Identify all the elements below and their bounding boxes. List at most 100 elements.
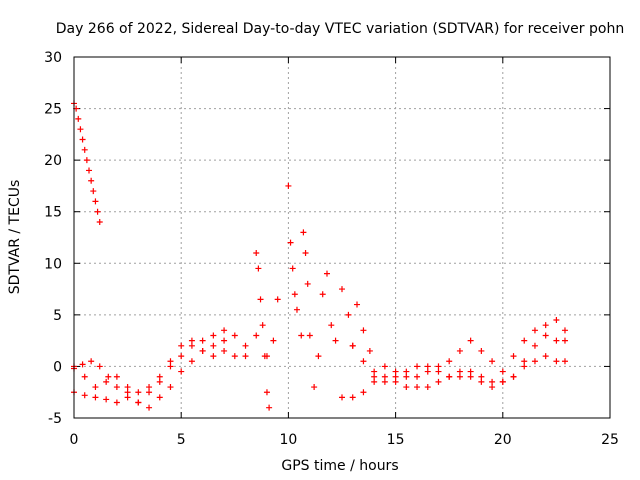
data-point xyxy=(156,378,163,385)
data-point xyxy=(371,373,378,380)
data-point xyxy=(339,286,345,293)
data-point xyxy=(366,347,373,354)
data-point xyxy=(178,368,185,375)
data-point xyxy=(146,384,153,391)
data-point xyxy=(255,265,262,272)
data-point xyxy=(392,373,399,380)
data-point xyxy=(553,358,560,365)
data-point xyxy=(178,342,185,349)
data-point xyxy=(221,327,228,334)
data-point xyxy=(270,337,277,344)
x-axis-label: GPS time / hours xyxy=(281,458,398,474)
grid-lines xyxy=(74,57,610,418)
data-point xyxy=(92,384,99,391)
data-point xyxy=(287,239,294,246)
data-point xyxy=(403,384,410,391)
data-point xyxy=(424,363,431,370)
chart-title: Day 266 of 2022, Sidereal Day-to-day VTE… xyxy=(56,21,624,37)
data-point xyxy=(414,373,421,380)
data-point xyxy=(414,384,421,391)
data-point xyxy=(435,368,442,375)
data-point xyxy=(88,358,95,365)
data-point xyxy=(561,358,568,365)
data-point xyxy=(167,384,174,391)
data-point xyxy=(456,347,463,354)
data-point xyxy=(75,115,82,122)
data-point xyxy=(332,337,339,344)
axis-ticks: 0 5 10 15 20 25 -5 0 5 10 15 20 25 30 xyxy=(44,50,619,448)
y-tick-label: 5 xyxy=(53,308,62,324)
series-track-b xyxy=(71,332,249,396)
data-point xyxy=(371,378,378,385)
data-point xyxy=(499,378,506,385)
data-point xyxy=(146,389,153,396)
data-point xyxy=(435,363,442,370)
data-point xyxy=(542,322,549,329)
data-point xyxy=(167,358,174,365)
data-point xyxy=(263,389,270,396)
y-tick-label: -5 xyxy=(48,411,62,427)
data-point xyxy=(328,322,335,329)
data-point xyxy=(83,157,90,164)
data-point xyxy=(306,332,313,339)
data-point xyxy=(156,373,163,380)
data-point xyxy=(113,399,120,406)
y-tick-label: 30 xyxy=(44,50,62,66)
data-point xyxy=(210,353,217,360)
data-point xyxy=(103,396,110,403)
data-point xyxy=(403,373,410,380)
data-point xyxy=(221,347,228,354)
data-point xyxy=(499,368,506,375)
data-point xyxy=(392,378,399,385)
data-point xyxy=(124,394,131,401)
data-point xyxy=(103,378,110,385)
data-point xyxy=(489,358,496,365)
data-point xyxy=(360,389,367,396)
data-point xyxy=(291,291,298,298)
data-point xyxy=(424,384,431,391)
data-point xyxy=(92,394,99,401)
data-point xyxy=(381,378,388,385)
y-tick-label: 15 xyxy=(44,205,62,221)
data-point xyxy=(456,373,463,380)
data-point xyxy=(510,353,517,360)
data-point xyxy=(467,368,474,375)
data-point xyxy=(381,373,388,380)
data-point xyxy=(349,394,356,401)
data-point xyxy=(242,353,249,360)
data-point xyxy=(96,219,103,226)
data-point xyxy=(446,373,453,380)
series-track-a xyxy=(71,332,270,411)
data-point xyxy=(274,296,281,303)
y-tick-label: 0 xyxy=(53,359,62,375)
data-point xyxy=(360,358,367,365)
x-tick-label: 15 xyxy=(387,432,405,448)
data-point xyxy=(424,368,431,375)
data-point xyxy=(231,332,238,339)
data-point xyxy=(478,378,485,385)
data-point xyxy=(323,270,330,277)
data-point xyxy=(79,136,86,143)
data-point xyxy=(467,337,474,344)
data-point xyxy=(489,384,496,391)
data-point xyxy=(285,182,292,189)
data-point xyxy=(259,322,266,329)
data-point xyxy=(489,378,496,385)
data-point xyxy=(105,373,112,380)
data-point xyxy=(561,337,568,344)
data-point xyxy=(81,146,88,153)
data-point xyxy=(345,311,352,318)
data-point xyxy=(86,167,93,174)
x-tick-label: 20 xyxy=(494,432,512,448)
data-point xyxy=(446,358,453,365)
data-point xyxy=(210,342,217,349)
x-tick-label: 10 xyxy=(279,432,297,448)
series-steep-decline xyxy=(71,100,103,226)
data-point xyxy=(81,392,88,399)
data-point xyxy=(81,373,88,380)
data-point xyxy=(293,306,300,313)
data-point xyxy=(124,389,131,396)
data-point xyxy=(510,373,517,380)
y-tick-label: 10 xyxy=(44,256,62,272)
